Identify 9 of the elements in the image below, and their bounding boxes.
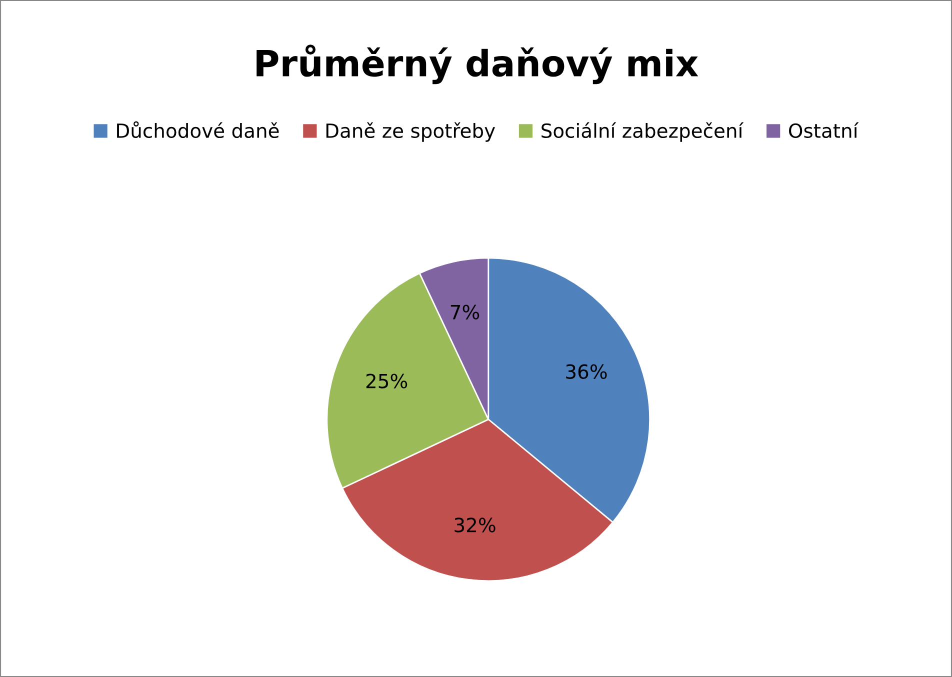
- chart-title: Průměrný daňový mix: [256, 44, 698, 84]
- legend-label: Ostatní: [789, 122, 859, 138]
- legend-label: Sociální zabezpečení: [542, 122, 744, 142]
- legend-label: Daně ze spotřeby: [326, 122, 496, 142]
- data-label: 7%: [450, 304, 480, 320]
- data-label: 36%: [566, 364, 607, 379]
- legend-label: Důchodové daně: [117, 121, 279, 138]
- data-label: 32%: [454, 518, 496, 532]
- data-label: 25%: [366, 374, 408, 388]
